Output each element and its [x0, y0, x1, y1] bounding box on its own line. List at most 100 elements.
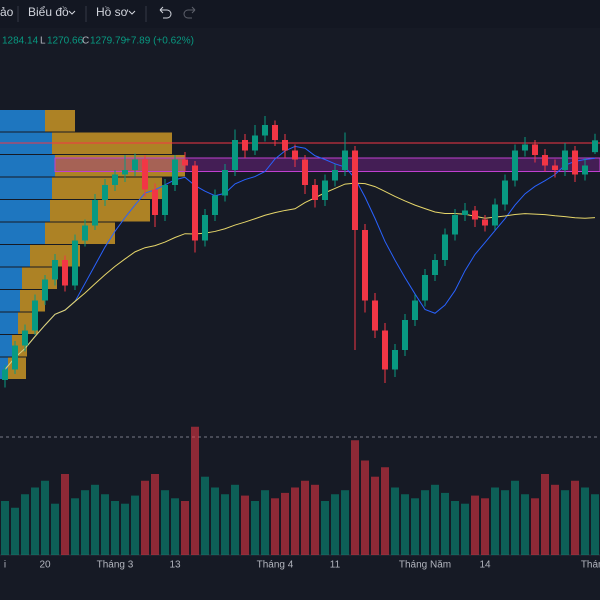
profile-up — [0, 155, 55, 177]
candle-body — [172, 159, 178, 185]
volume-bar — [571, 480, 579, 555]
volume-bar — [41, 480, 49, 555]
candle-body — [2, 369, 8, 380]
candle-body — [592, 140, 598, 153]
candle-body — [382, 330, 388, 370]
volume-bar — [371, 476, 379, 555]
candle-body — [222, 170, 228, 196]
candle-body — [12, 345, 18, 370]
volume-bar — [161, 490, 169, 555]
candle-body — [122, 170, 128, 175]
candle-body — [72, 240, 78, 286]
volume-bar — [191, 426, 199, 555]
candle-body — [492, 204, 498, 226]
volume-bar — [411, 498, 419, 555]
volume-bar — [461, 503, 469, 555]
volume-bar — [201, 476, 209, 555]
volume-bar — [91, 484, 99, 555]
volume-bar — [401, 494, 409, 555]
candle-body — [572, 150, 578, 175]
volume-bar — [521, 494, 529, 555]
volume-bar — [101, 494, 109, 555]
candle-body — [192, 165, 198, 241]
candle-body — [532, 144, 538, 155]
volume-bar — [261, 490, 269, 555]
candle-body — [292, 150, 298, 160]
volume-bar — [181, 501, 189, 555]
menu-chart[interactable]: Biểu đồ — [28, 5, 69, 19]
menu-indicators[interactable]: ảo — [0, 5, 14, 19]
volume-bar — [351, 440, 359, 555]
volume-bar — [551, 484, 559, 555]
candle-body — [142, 159, 148, 190]
x-tick-label: 14 — [479, 560, 491, 571]
volume-bar — [61, 474, 69, 555]
candle-body — [402, 320, 408, 350]
candle-body — [512, 150, 518, 181]
candle-body — [62, 260, 68, 286]
volume-bar — [391, 487, 399, 555]
candle-body — [582, 165, 588, 175]
volume-bar — [501, 490, 509, 555]
volume-bar — [241, 495, 249, 555]
candle-body — [102, 185, 108, 200]
profile-down — [45, 110, 75, 132]
candle-body — [542, 155, 548, 166]
volume-bar — [591, 494, 599, 555]
candle-body — [132, 159, 138, 170]
candle-body — [42, 279, 48, 301]
candle-body — [462, 210, 468, 215]
x-tick-label: i — [4, 560, 6, 571]
low-value: 1270.66 — [47, 36, 84, 47]
volume-bar — [481, 498, 489, 555]
volume-bar — [281, 492, 289, 555]
candle-body — [442, 234, 448, 260]
caret — [128, 10, 136, 15]
profile-up — [0, 290, 20, 312]
low-label: L — [40, 36, 46, 47]
candle-body — [262, 125, 268, 136]
volume-bar — [251, 501, 259, 555]
volume-bar — [31, 487, 39, 555]
candle-body — [342, 150, 348, 170]
volume-bar — [541, 474, 549, 555]
volume-bar — [211, 487, 219, 555]
undo[interactable] — [159, 6, 172, 19]
candle-body — [112, 174, 118, 185]
profile-up — [0, 245, 30, 267]
caret — [68, 10, 76, 15]
volume-bar — [141, 480, 149, 555]
volume-bar — [321, 501, 329, 555]
volume-bar — [331, 494, 339, 555]
volume-bar — [311, 484, 319, 555]
volume-bar — [341, 490, 349, 555]
candle-body — [152, 189, 158, 215]
profile-down — [22, 267, 57, 289]
x-tick-label: Tháng 4 — [257, 560, 294, 571]
candle-body — [562, 150, 568, 170]
close-value: 1279.79 — [90, 36, 127, 47]
change: +7.89 (+0.62%) — [125, 36, 194, 47]
candle-body — [352, 150, 358, 230]
menu-profile[interactable]: Hồ sơ — [96, 5, 129, 19]
candle-body — [502, 180, 508, 205]
profile-up — [0, 177, 52, 199]
candle-body — [32, 300, 38, 331]
volume-bar — [131, 495, 139, 555]
redo[interactable] — [183, 6, 196, 19]
profile-down — [50, 200, 150, 222]
volume-bar — [121, 503, 129, 555]
moving-average — [4, 145, 596, 370]
candle-body — [522, 144, 528, 151]
candle-body — [252, 135, 258, 151]
volume-bar — [471, 495, 479, 555]
candle-body — [332, 170, 338, 181]
close-label: C — [82, 36, 89, 47]
x-tick-label: Tháng Năm — [399, 560, 451, 571]
candle-body — [412, 300, 418, 320]
volume-bar — [301, 480, 309, 555]
volume-bar — [271, 498, 279, 555]
volume-bar — [421, 490, 429, 555]
